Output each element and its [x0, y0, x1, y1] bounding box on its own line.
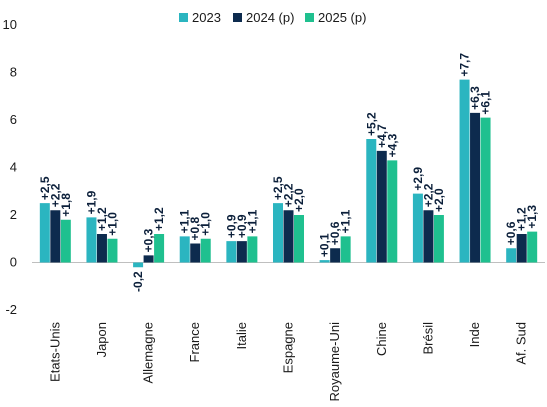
- y-tick-label: 2: [10, 207, 17, 222]
- data-label: +1,1: [339, 209, 353, 233]
- category-label: Chine: [374, 322, 389, 356]
- bar: [480, 117, 491, 263]
- bar: [190, 243, 201, 263]
- bar: [330, 248, 341, 263]
- category-label: Brésil: [420, 322, 435, 355]
- y-tick-label: -2: [5, 302, 17, 317]
- bar: [154, 234, 165, 263]
- bar: [387, 160, 398, 263]
- bar: [516, 234, 527, 263]
- category-label: Royaume-Uni: [327, 322, 342, 402]
- legend-swatch: [179, 13, 188, 22]
- legend: 2023 2024 (p) 2025 (p): [179, 10, 366, 25]
- y-axis: -2 0 2 4 6 8 10: [3, 17, 17, 317]
- category-label: Allemagne: [141, 322, 156, 383]
- y-tick-label: 8: [10, 65, 17, 80]
- bar: [273, 203, 283, 263]
- bar: [376, 150, 387, 263]
- bar: [340, 236, 351, 263]
- bar: [50, 210, 61, 263]
- category-label: Af. Sud: [514, 322, 529, 365]
- data-label: +2,2: [421, 183, 435, 207]
- bar: [294, 215, 304, 263]
- data-label: +7,7: [458, 53, 472, 77]
- bar: [247, 236, 258, 263]
- data-label: +2,5: [38, 176, 52, 200]
- bar: [226, 241, 237, 263]
- data-labels-group: +2,5+2,2+1,8 +1,9+1,2+1,0-0,2+0,3+1,2 +1,1…: [38, 53, 539, 292]
- bar: [39, 203, 50, 263]
- bar: [366, 139, 377, 263]
- y-tick-label: 6: [10, 112, 17, 127]
- bar: [433, 215, 444, 263]
- data-label: +4,7: [375, 124, 389, 148]
- data-label: +4,3: [385, 133, 399, 157]
- data-label: +1,9: [84, 190, 98, 214]
- bar: [423, 210, 434, 263]
- y-tick-label: 4: [10, 160, 17, 175]
- data-label: +1,3: [525, 205, 539, 229]
- data-label: +1,0: [199, 212, 213, 236]
- data-label: +2,2: [48, 183, 62, 207]
- data-label: +2,9: [411, 167, 425, 191]
- bar: [470, 112, 481, 263]
- legend-swatch: [233, 13, 242, 22]
- bar: [200, 238, 211, 263]
- data-label: +0,9: [235, 214, 249, 238]
- legend-label: 2023: [192, 10, 221, 25]
- data-label: +0,8: [188, 216, 202, 240]
- bar: [283, 210, 294, 263]
- data-label: +0,3: [142, 228, 156, 252]
- category-label: Italie: [234, 322, 249, 349]
- data-label: +0,6: [328, 221, 342, 245]
- data-label: +1,1: [245, 209, 259, 233]
- data-label: +0,1: [318, 233, 332, 257]
- data-label: +1,2: [515, 207, 529, 231]
- data-label: +1,2: [95, 207, 109, 231]
- bar: [319, 260, 330, 263]
- data-label: +1,0: [105, 212, 119, 236]
- data-label: -0,2: [131, 271, 145, 292]
- data-label: +2,0: [432, 188, 446, 212]
- data-label: +0,6: [504, 221, 518, 245]
- data-label: +1,2: [152, 207, 166, 231]
- bar: [527, 231, 538, 263]
- data-label: +6,3: [468, 86, 482, 110]
- category-label: Inde: [467, 322, 482, 347]
- legend-label: 2025 (p): [318, 10, 366, 25]
- category-label: Etats-Unis: [47, 322, 62, 382]
- data-label: +2,2: [282, 183, 296, 207]
- data-label: +1,1: [178, 209, 192, 233]
- y-tick-label: 0: [10, 255, 17, 270]
- data-label: +0,9: [224, 214, 238, 238]
- bar: [412, 193, 423, 263]
- category-labels-group: Etats-Unis Japon Allemagne France Italie Espa…: [47, 322, 528, 402]
- data-label: +5,2: [364, 112, 378, 136]
- bar: [86, 217, 97, 263]
- y-tick-label: 10: [3, 17, 17, 32]
- category-label: France: [187, 322, 202, 362]
- category-label: Espagne: [281, 322, 296, 373]
- legend-label: 2024 (p): [246, 10, 294, 25]
- category-label: Japon: [94, 322, 109, 357]
- bar: [179, 236, 190, 263]
- bar: [143, 255, 154, 263]
- bars-group: [39, 79, 538, 268]
- data-label: +2,0: [292, 188, 306, 212]
- bar: [107, 238, 118, 263]
- bar: [60, 219, 71, 263]
- bar: [96, 234, 107, 263]
- bar: [133, 262, 144, 268]
- bar: [236, 241, 247, 263]
- data-label: +1,8: [59, 193, 73, 217]
- bar: [506, 248, 517, 263]
- data-label: +6,1: [479, 91, 493, 115]
- legend-swatch: [305, 13, 314, 22]
- data-label: +2,5: [271, 176, 285, 200]
- bar: [459, 79, 470, 263]
